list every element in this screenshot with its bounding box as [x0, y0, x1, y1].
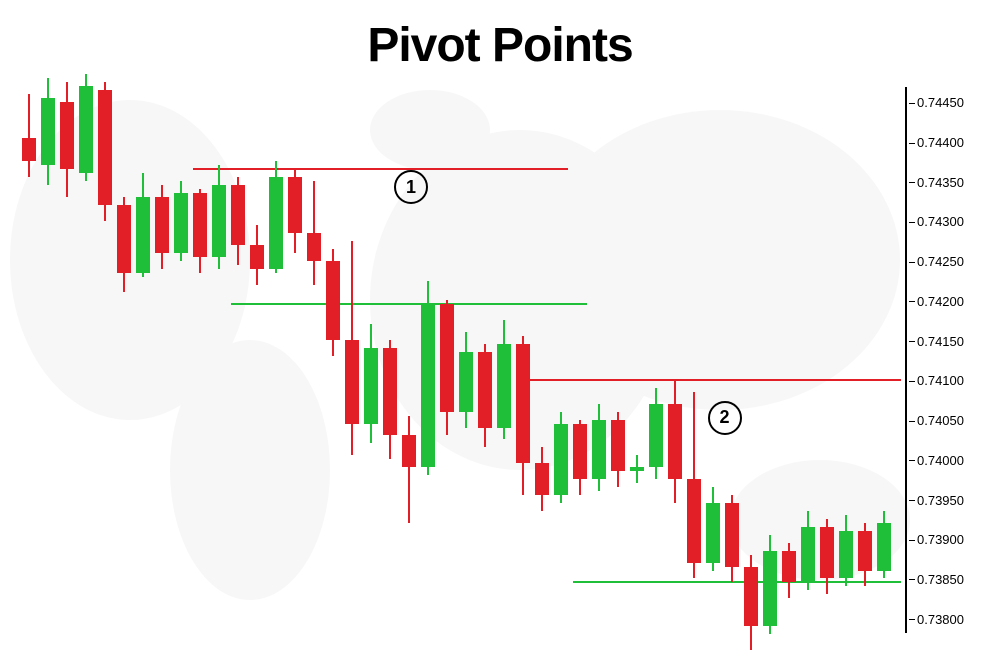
marker-label: 2: [719, 407, 729, 428]
y-tick-label: 0.73950: [917, 493, 964, 508]
chart-title: Pivot Points: [0, 18, 1000, 73]
y-tick-label: 0.74250: [917, 254, 964, 269]
y-tick-label: 0.74050: [917, 413, 964, 428]
y-tick-label: 0.74350: [917, 175, 964, 190]
y-tick-label: 0.74000: [917, 453, 964, 468]
y-tick-label: 0.74150: [917, 334, 964, 349]
y-tick-label: 0.73800: [917, 612, 964, 627]
y-tick-label: 0.74300: [917, 214, 964, 229]
pivot-line-support-2: [573, 581, 901, 583]
y-tick-label: 0.74200: [917, 294, 964, 309]
y-tick-label: 0.74100: [917, 373, 964, 388]
marker-2: 2: [708, 401, 742, 435]
y-tick-label: 0.73850: [917, 572, 964, 587]
y-axis-line: [905, 87, 907, 633]
pivot-line-resistance-2: [516, 379, 901, 381]
chart-stage: Pivot Points 0.74450 0.74400 0.74350 0.7430…: [0, 0, 1000, 666]
y-tick-label: 0.73900: [917, 532, 964, 547]
pivot-line-resistance-1: [193, 168, 568, 170]
y-tick-label: 0.74450: [917, 95, 964, 110]
y-tick-label: 0.74400: [917, 135, 964, 150]
pivot-line-support-1: [231, 303, 587, 305]
marker-label: 1: [406, 177, 416, 198]
marker-1: 1: [394, 170, 428, 204]
